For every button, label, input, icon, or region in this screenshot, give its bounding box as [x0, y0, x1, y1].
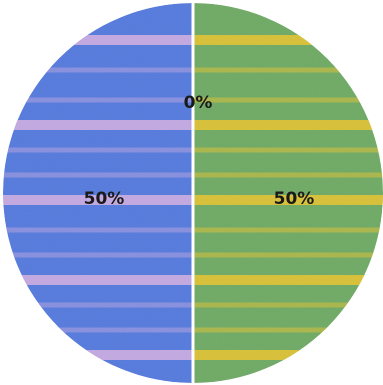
texture-stripe-left	[3, 275, 193, 285]
texture-stripe-right	[193, 67, 383, 73]
pie-slice-2	[193, 3, 383, 383]
texture-stripe-left	[3, 252, 193, 258]
pie-slices	[3, 3, 383, 383]
texture-stripe-left	[3, 327, 193, 333]
texture-stripe-right	[193, 275, 383, 285]
pie-slice-1	[3, 3, 193, 383]
texture-stripe-right	[193, 252, 383, 258]
slice-label-2: 50%	[274, 189, 315, 209]
texture-stripe-left	[3, 302, 193, 308]
texture-stripe-left	[3, 147, 193, 153]
texture-stripe-right	[193, 35, 383, 45]
texture-stripe-left	[3, 350, 193, 360]
texture-stripe-right	[193, 327, 383, 333]
texture-stripe-right	[193, 302, 383, 308]
texture-stripe-right	[193, 172, 383, 178]
pie-texture-stripes	[3, 35, 383, 360]
texture-stripe-left	[3, 172, 193, 178]
slice-labels: 0% 50% 50%	[84, 93, 315, 209]
texture-stripe-left	[3, 67, 193, 73]
texture-stripe-left	[3, 35, 193, 45]
texture-stripe-right	[193, 350, 383, 360]
texture-stripe-right	[193, 227, 383, 233]
texture-stripe-left	[3, 120, 193, 130]
slice-label-0: 0%	[184, 93, 213, 113]
texture-stripe-right	[193, 120, 383, 130]
texture-stripe-right	[193, 97, 383, 103]
slice-label-1: 50%	[84, 189, 125, 209]
texture-stripe-left	[3, 97, 193, 103]
texture-stripe-right	[193, 195, 383, 205]
texture-stripe-right	[193, 147, 383, 153]
texture-stripe-left	[3, 227, 193, 233]
texture-stripe-left	[3, 195, 193, 205]
